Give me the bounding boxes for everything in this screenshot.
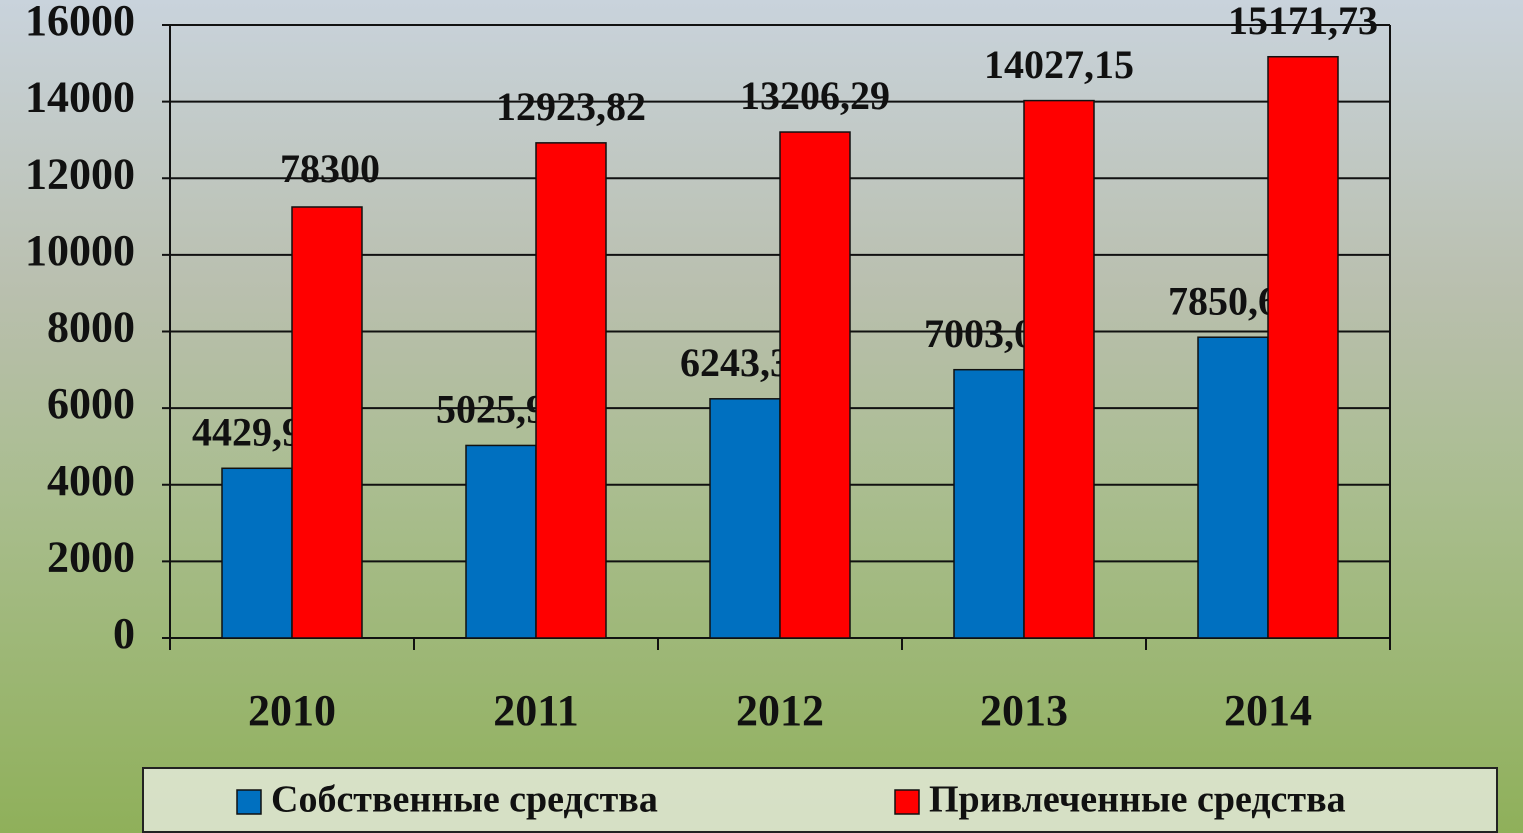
value-label: 14027,15 bbox=[984, 42, 1134, 87]
x-tick-label: 2011 bbox=[493, 686, 579, 735]
bar bbox=[535, 142, 607, 639]
x-tick-label: 2010 bbox=[248, 686, 336, 735]
x-tick-label: 2013 bbox=[980, 686, 1068, 735]
y-tick-label: 6000 bbox=[47, 379, 135, 428]
x-tick-label: 2014 bbox=[1224, 686, 1312, 735]
legend-swatch bbox=[236, 789, 262, 815]
annotation: 78300 bbox=[280, 146, 380, 191]
bar bbox=[779, 131, 851, 639]
legend-label: Привлеченные средства bbox=[929, 779, 1346, 821]
legend-label: Собственные средства bbox=[271, 779, 658, 821]
y-tick-label: 8000 bbox=[47, 303, 135, 352]
bar bbox=[1197, 336, 1269, 639]
y-tick-label: 16000 bbox=[25, 0, 135, 45]
bar bbox=[1023, 99, 1095, 639]
legend-box bbox=[142, 767, 1498, 833]
bar bbox=[221, 467, 293, 639]
y-tick-label: 12000 bbox=[25, 149, 135, 198]
bar bbox=[291, 206, 363, 639]
y-tick-label: 14000 bbox=[25, 73, 135, 122]
y-tick-label: 0 bbox=[113, 609, 135, 658]
y-tick-label: 4000 bbox=[47, 456, 135, 505]
value-label: 15171,73 bbox=[1228, 0, 1378, 43]
value-label: 13206,29 bbox=[740, 73, 890, 118]
y-tick-label: 2000 bbox=[47, 532, 135, 581]
value-label: 12923,82 bbox=[496, 84, 646, 129]
bar bbox=[465, 444, 537, 639]
y-tick-label: 10000 bbox=[25, 226, 135, 275]
bar bbox=[709, 398, 781, 639]
x-tick-label: 2012 bbox=[736, 686, 824, 735]
bar bbox=[953, 368, 1025, 639]
legend-swatch bbox=[894, 789, 920, 815]
bar bbox=[1267, 55, 1339, 639]
